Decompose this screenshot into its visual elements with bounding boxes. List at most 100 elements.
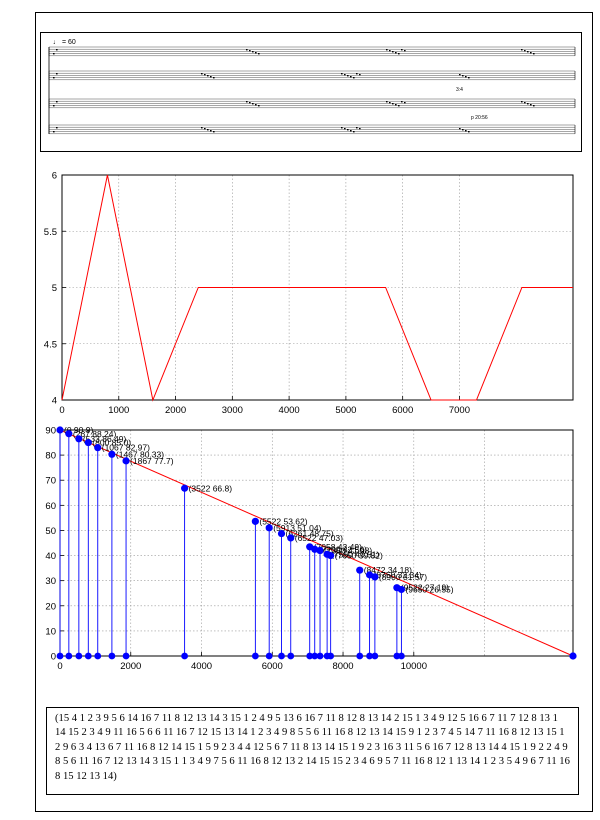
note-mark	[392, 51, 394, 53]
point-label: (7350 41.98)	[324, 546, 372, 556]
note-mark	[524, 50, 526, 52]
baseline-point	[122, 652, 130, 660]
note-mark	[398, 53, 400, 55]
line-chart: 0 1000 2000 3000 4000 5000 6000 7000 4 4.5 5 5.5 6	[44, 171, 574, 416]
note-mark	[341, 127, 343, 129]
note-mark	[465, 130, 467, 132]
x-tick-label: 5000	[335, 405, 356, 416]
baseline-point	[356, 652, 364, 660]
point-label: (267 88.24)	[73, 429, 117, 439]
note-mark	[353, 77, 355, 79]
note-mark	[401, 101, 403, 103]
note-mark	[56, 101, 58, 103]
y-tick-label: 40	[45, 551, 56, 562]
baseline-point	[398, 652, 405, 660]
note-mark	[459, 128, 461, 130]
note-mark	[353, 131, 355, 133]
note-mark	[527, 51, 529, 53]
note-mark	[386, 101, 388, 103]
score-staves: ♩ = 60 3:4 p 20:56	[48, 39, 576, 134]
note-mark	[401, 49, 403, 51]
baseline-point	[56, 652, 64, 660]
point-label: (5522 53.62)	[259, 516, 307, 526]
point-label: (533 86.49)	[83, 434, 127, 444]
point-label: (3522 66.8)	[189, 483, 233, 493]
x-tick-label: 0	[57, 661, 62, 672]
note-mark	[252, 103, 254, 105]
note-mark	[347, 75, 349, 77]
x-tick-label: 2000	[120, 661, 141, 672]
note-mark	[258, 105, 260, 107]
score-dynamic-mark: p 20:56	[471, 115, 488, 121]
note-mark	[252, 51, 254, 53]
y-tick-label: 50	[45, 526, 56, 537]
baseline-point	[366, 652, 373, 660]
note-mark	[386, 49, 388, 51]
page-frame	[35, 12, 593, 812]
note-mark	[249, 102, 251, 104]
point-label: (9650 26.55)	[405, 584, 453, 594]
note-mark	[389, 50, 391, 52]
note-mark	[395, 104, 397, 106]
x-tick-label: 6000	[392, 405, 413, 416]
y-tick-label: 90	[45, 426, 56, 437]
x-tick-label: 7000	[449, 405, 470, 416]
data-point	[265, 524, 273, 532]
score-excerpt: ♩ = 60 3:4 p 20:56	[40, 32, 582, 152]
y-tick-label: 4.5	[44, 339, 57, 350]
note-mark	[533, 53, 535, 55]
point-label: (0 90.9)	[64, 425, 93, 435]
note-mark	[204, 128, 206, 130]
baseline-point	[108, 652, 116, 660]
note-mark	[255, 52, 257, 54]
note-mark	[468, 131, 470, 133]
baseline-point	[75, 652, 83, 660]
note-mark	[468, 77, 470, 79]
note-mark	[350, 130, 352, 132]
note-mark	[356, 73, 358, 75]
note-mark	[246, 101, 248, 103]
stem-chart: 0 2000 4000 6000 8000 10000 0 10 20 30 40 50 60 70 80 9…	[45, 425, 577, 672]
note-mark	[524, 102, 526, 104]
point-label: (9522 27.19)	[401, 583, 449, 593]
note-mark	[533, 105, 535, 107]
note-mark	[462, 75, 464, 77]
baseline-point	[327, 652, 335, 660]
point-label: (8750 32.34)	[374, 570, 422, 580]
note-mark	[404, 50, 406, 52]
point-label: (1467 80.33)	[116, 449, 164, 459]
note-mark	[521, 49, 523, 51]
baseline-point	[94, 652, 102, 660]
note-mark	[530, 52, 532, 54]
data-point	[327, 551, 335, 560]
data-point	[251, 517, 259, 525]
note-mark	[56, 49, 58, 51]
data-point	[397, 585, 406, 594]
point-label: (7200 42.56)	[319, 544, 367, 554]
note-mark	[204, 74, 206, 76]
point-label: (7058 43.49)	[314, 542, 362, 552]
data-point	[94, 444, 102, 452]
note-mark	[521, 101, 523, 103]
note-mark	[344, 74, 346, 76]
data-line	[61, 174, 573, 402]
x-tick-label: 10000	[401, 661, 427, 672]
y-tick-label: 20	[45, 601, 56, 612]
note-mark	[207, 75, 209, 77]
note-mark	[341, 73, 343, 75]
y-tick-label: 5	[52, 283, 57, 294]
y-tick-label: 60	[45, 501, 56, 512]
y-tick-label: 10	[45, 626, 56, 637]
note-mark	[347, 129, 349, 131]
baseline-point	[181, 652, 189, 660]
note-mark	[465, 76, 467, 78]
point-label: (8900 31.57)	[379, 572, 427, 582]
point-label: (8472 34.18)	[364, 565, 412, 575]
data-point	[277, 529, 286, 538]
x-tick-label: 4000	[191, 661, 212, 672]
x-tick-label: 2000	[165, 405, 186, 416]
note-mark	[249, 50, 251, 52]
note-mark	[53, 105, 55, 107]
note-mark	[53, 131, 55, 133]
baseline-point	[278, 652, 285, 660]
